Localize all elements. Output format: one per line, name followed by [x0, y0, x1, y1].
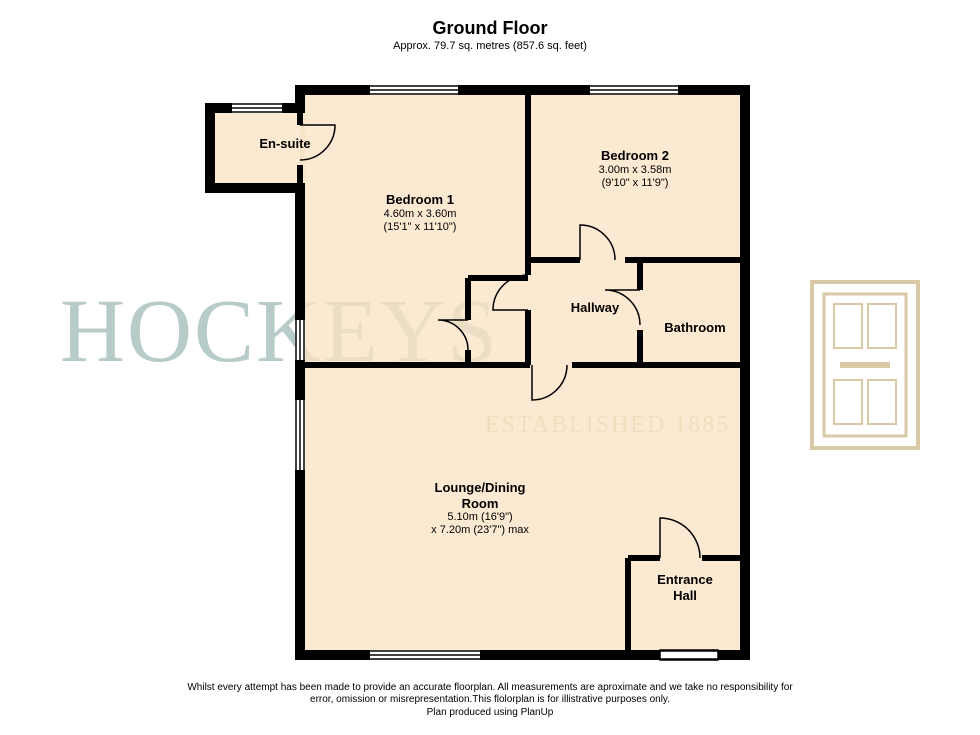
disclaimer-line1: Whilst every attempt has been made to pr…: [187, 682, 792, 693]
label-hallway: Hallway: [555, 300, 635, 316]
label-ensuite: En-suite: [245, 136, 325, 152]
floorplan-page: HOCKEYS ESTABLISHED 1885 Ground Floor Ap…: [0, 0, 980, 735]
label-bathroom: Bathroom: [650, 320, 740, 336]
label-bedroom2: Bedroom 2 3.00m x 3.58m (9'10" x 11'9"): [565, 148, 705, 190]
label-bedroom1: Bedroom 1 4.60m x 3.60m (15'1" x 11'10"): [350, 192, 490, 234]
disclaimer: Whilst every attempt has been made to pr…: [0, 682, 980, 720]
disclaimer-line2: error, omission or misrepresentation.Thi…: [310, 694, 670, 705]
disclaimer-line3: Plan produced using PlanUp: [427, 707, 554, 718]
label-entrance: Entrance Hall: [635, 572, 735, 603]
floorplan-canvas: [0, 0, 980, 735]
label-lounge: Lounge/Dining Room 5.10m (16'9") x 7.20m…: [380, 480, 580, 538]
